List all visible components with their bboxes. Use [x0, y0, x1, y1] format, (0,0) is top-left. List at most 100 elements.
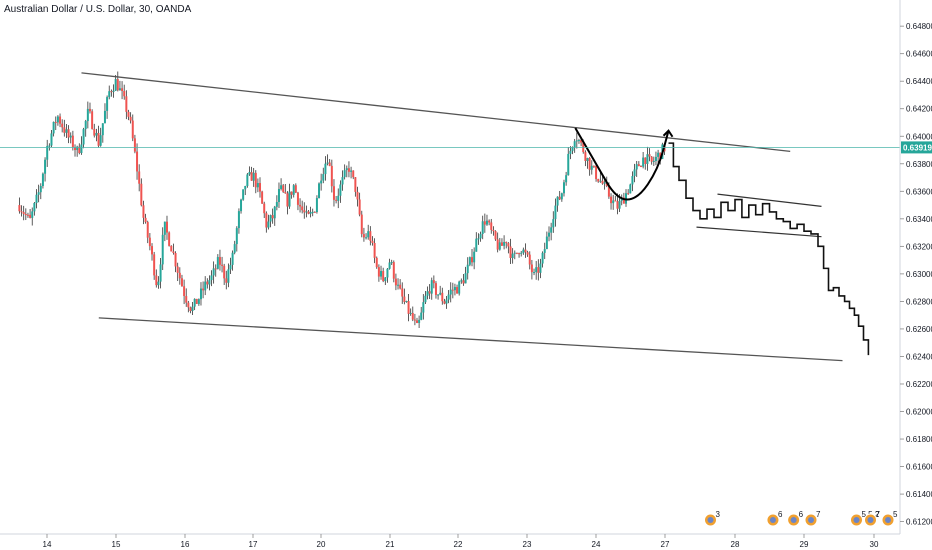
candle-body [86, 108, 89, 122]
candle-body [67, 129, 70, 138]
candle-body [56, 116, 59, 123]
candle-body [471, 257, 474, 263]
candle-body [560, 193, 563, 200]
candle-body [221, 264, 224, 266]
lower-trendline [98, 317, 843, 362]
candle-body [65, 129, 68, 133]
candle-body [214, 268, 217, 270]
candle-body [520, 252, 523, 254]
candle-body [571, 147, 574, 151]
candle-body [172, 251, 175, 253]
time-tick-label: 28 [731, 540, 740, 549]
candle-body [74, 147, 77, 151]
candle-body [233, 244, 236, 253]
candle-body [483, 221, 486, 225]
candle-body [39, 186, 42, 193]
candle-body [548, 232, 551, 237]
time-tick-label: 15 [112, 540, 121, 549]
candle-body [123, 90, 126, 97]
candle-body [466, 264, 469, 274]
candle-body [284, 191, 287, 194]
candle-body [59, 116, 62, 124]
candle-body [138, 171, 141, 184]
candle-body [121, 88, 124, 91]
candle-body [31, 211, 34, 218]
candle-body [646, 154, 649, 164]
candle-body [434, 283, 437, 295]
candle-body [208, 280, 211, 285]
candle-body [248, 172, 251, 175]
candle-body [447, 294, 450, 300]
candle-body [52, 121, 55, 134]
time-tick-label: 14 [43, 540, 52, 549]
candle-body [50, 133, 53, 146]
candle-body [235, 228, 238, 245]
candle-body [112, 90, 115, 93]
candle-body [352, 170, 355, 178]
candle-body [488, 220, 491, 223]
candle-body [265, 213, 268, 228]
candle-body [411, 312, 414, 320]
candle-body [537, 267, 540, 273]
candle-body [426, 291, 429, 296]
candle-body [533, 272, 536, 274]
candle-body [54, 121, 57, 123]
time-tick-label: 29 [800, 540, 809, 549]
cup-arrow-head [662, 129, 674, 138]
candle-body [20, 211, 23, 213]
candle-body [528, 254, 531, 265]
candle-body [356, 191, 359, 200]
candle-body [599, 180, 602, 182]
candle-body [550, 227, 553, 233]
candle-body [197, 299, 200, 304]
candle-body [256, 183, 259, 188]
time-tick-label: 23 [523, 540, 532, 549]
event-badge-flag-icon [769, 517, 776, 523]
candle-body [29, 214, 32, 218]
candle-body [369, 231, 372, 241]
candle-body [328, 162, 331, 166]
candle-body [341, 177, 344, 185]
candle-body [657, 152, 660, 157]
candle-body [627, 193, 630, 195]
candle-body [311, 211, 314, 213]
candle-body [191, 306, 194, 311]
candle-body [498, 242, 501, 250]
candle-body [565, 175, 568, 183]
candle-body [631, 176, 634, 185]
candle-body [252, 172, 255, 181]
candle-body [108, 91, 111, 98]
cup-curve [574, 127, 670, 201]
event-badge-flag-icon [853, 517, 860, 523]
candle-body [114, 79, 117, 91]
candle-body [345, 168, 348, 171]
candle-body [614, 200, 617, 202]
candle-body [507, 243, 510, 247]
candle-body [424, 295, 427, 303]
candle-body [33, 203, 36, 212]
candle-body [99, 135, 102, 146]
candle-body [82, 129, 85, 145]
candle-body [48, 145, 51, 147]
candle-body [97, 132, 100, 146]
candle-body [505, 242, 508, 244]
candle-body [377, 267, 380, 277]
event-badge-flag-icon [790, 517, 797, 523]
candle-body [390, 262, 393, 264]
candle-body [659, 152, 662, 159]
time-axis: 14 15 16 17 20 21 22 23 24 27 28 29 30 [0, 533, 900, 549]
candle-body [106, 97, 109, 111]
candle-body [535, 267, 538, 273]
candle-body [430, 280, 433, 294]
candle-body [445, 299, 448, 304]
candle-body [206, 281, 209, 285]
candle-body [185, 296, 188, 303]
candle-body [580, 140, 583, 143]
event-badge-count: 6 [799, 510, 804, 519]
candle-body [403, 296, 406, 302]
